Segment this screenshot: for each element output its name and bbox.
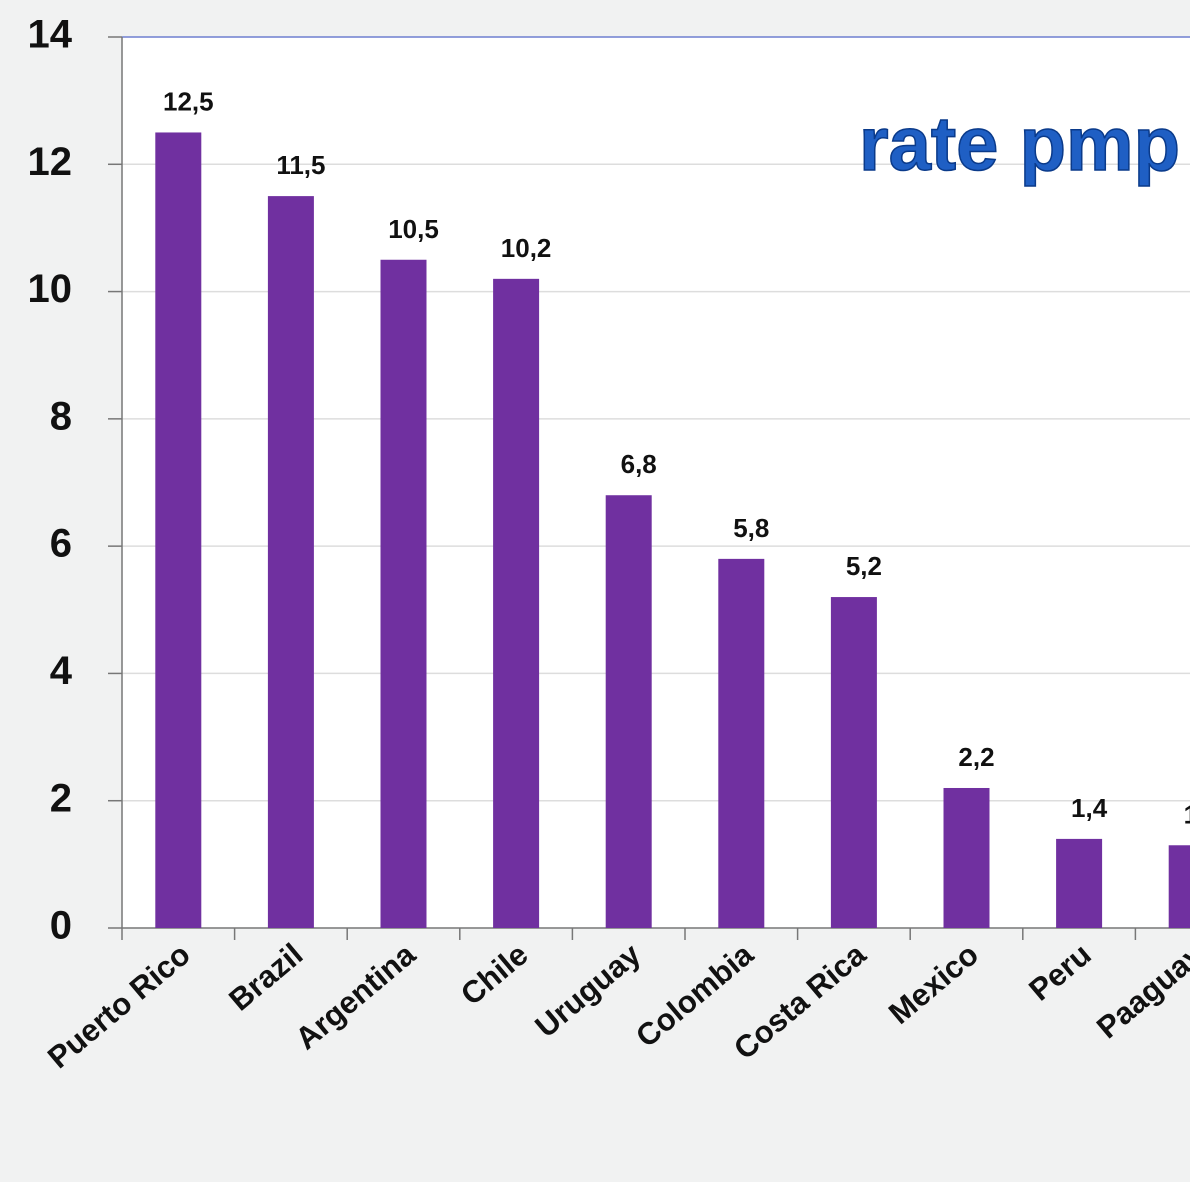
y-tick-label: 0	[50, 904, 72, 948]
bar	[1168, 845, 1190, 928]
value-label: 1,3	[1184, 799, 1190, 829]
value-label: 5,8	[733, 513, 769, 543]
x-tick-label: Peru	[1022, 937, 1097, 1008]
bar	[718, 558, 765, 928]
bar	[830, 597, 877, 928]
value-label: 10,2	[501, 233, 552, 263]
bar	[493, 278, 540, 928]
x-tick-label: Paaguay	[1090, 936, 1190, 1045]
y-tick-label: 6	[50, 522, 72, 566]
bar	[1056, 838, 1103, 928]
y-tick-label: 4	[50, 649, 73, 693]
bar	[380, 259, 427, 928]
y-tick-label: 2	[50, 776, 72, 820]
value-label: 2,2	[958, 742, 994, 772]
chart-title: rate pmp	[859, 102, 1180, 187]
x-tick-label: Mexico	[882, 937, 985, 1031]
x-tick-label: Chile	[454, 937, 535, 1013]
y-tick-label: 14	[28, 13, 73, 57]
y-tick-label: 10	[28, 267, 73, 311]
value-label: 12,5	[163, 86, 214, 116]
bar	[155, 132, 202, 928]
bar	[605, 495, 652, 928]
value-label: 5,2	[846, 551, 882, 581]
x-tick-label: Brazil	[222, 937, 309, 1018]
x-tick-label: Puerto Rico	[41, 937, 197, 1076]
value-label: 6,8	[621, 449, 657, 479]
x-tick-label: Argentina	[289, 936, 423, 1056]
y-tick-label: 8	[50, 394, 72, 438]
value-label: 1,4	[1071, 793, 1108, 823]
y-tick-label: 12	[28, 140, 73, 184]
value-label: 10,5	[388, 214, 439, 244]
bar	[943, 787, 990, 928]
value-label: 11,5	[276, 150, 325, 180]
bar	[267, 196, 314, 928]
